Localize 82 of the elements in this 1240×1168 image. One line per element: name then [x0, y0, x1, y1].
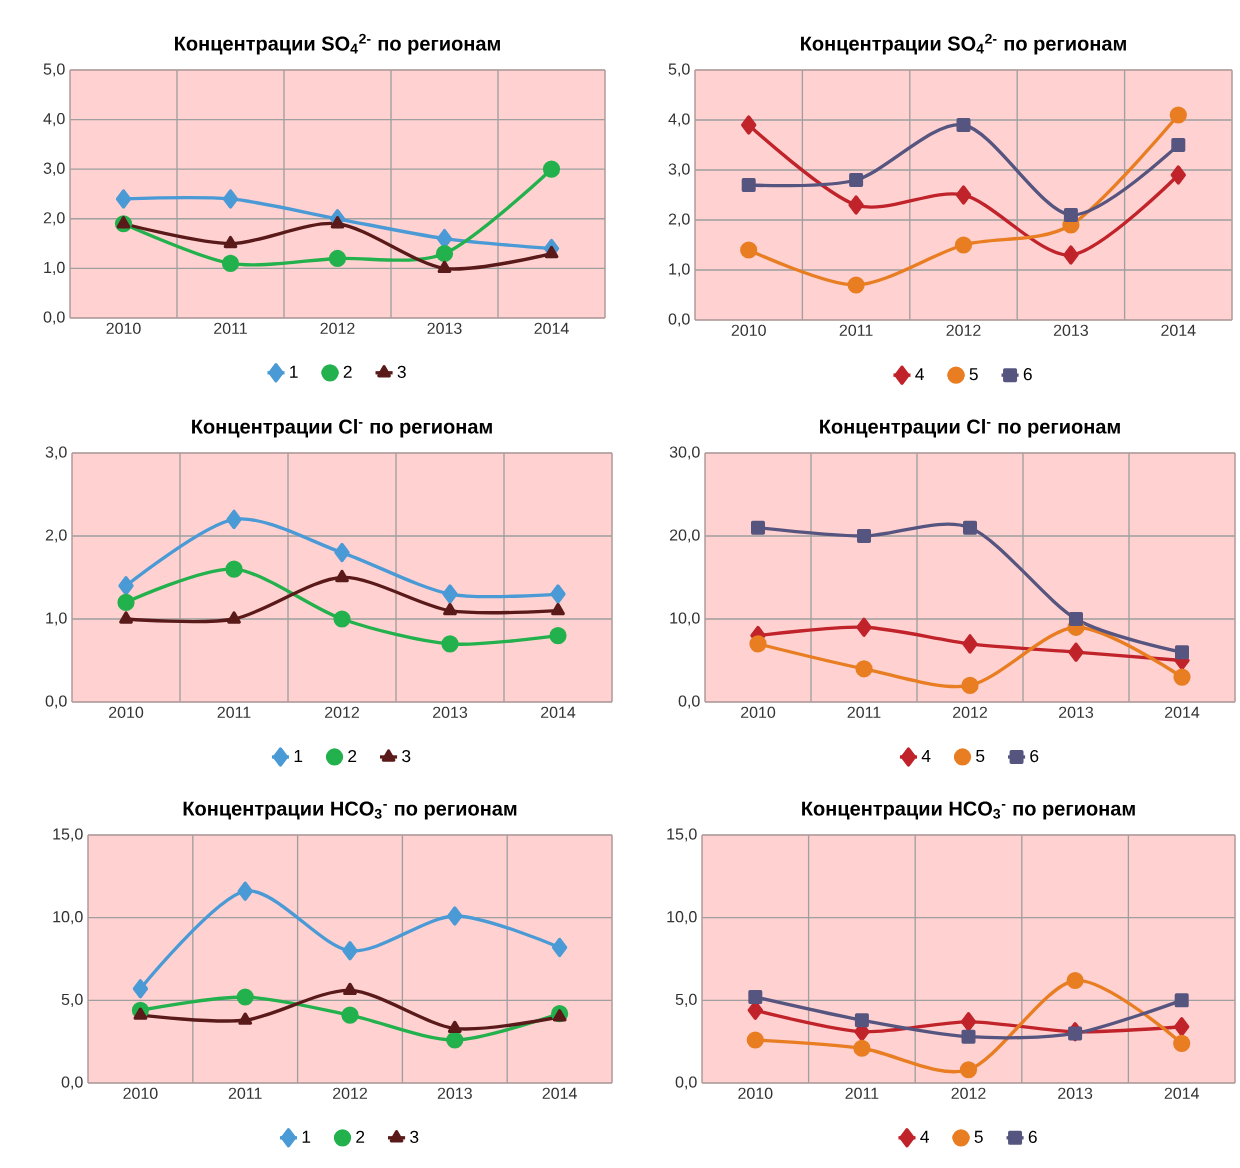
legend-label: 6 [1030, 749, 1039, 763]
y-tick-label: 0,0 [675, 1076, 697, 1090]
legend-label: 1 [294, 750, 303, 762]
legend-label: 3 [410, 1130, 419, 1144]
x-tick-label: 2011 [847, 706, 881, 719]
y-tick-label: 5,0 [43, 63, 65, 77]
y-tick-label: 0,0 [678, 695, 700, 709]
chart-title: Концентрации SO$_{4}$$^{2-}$ по регионам [175, 33, 500, 55]
y-tick-label: 20,0 [669, 529, 700, 543]
y-tick-label: 3,0 [43, 162, 65, 176]
x-tick-label: 2013 [1058, 1087, 1093, 1100]
x-tick-label: 2011 [214, 322, 247, 335]
legend-label: 2 [343, 365, 352, 378]
y-tick-label: 10,0 [670, 612, 700, 626]
legend-label: 4 [921, 750, 931, 762]
legend-label: 3 [402, 749, 411, 763]
chart-title: Концентрации Cl$^{-}$ по регионам [192, 418, 492, 438]
y-tick-label: 2,0 [45, 529, 67, 543]
x-tick-label: 2012 [946, 324, 981, 337]
x-tick-label: 2012 [333, 1087, 367, 1100]
x-tick-label: 2012 [953, 706, 987, 719]
x-tick-label: 2011 [839, 324, 873, 337]
chart-title: Концентрации HCO$_{3}$$^{-}$ по регионам [802, 801, 1135, 820]
legend-label: 5 [974, 1130, 983, 1143]
y-tick-label: 4,0 [43, 112, 65, 127]
y-tick-label: 5,0 [668, 63, 690, 77]
x-tick-label: 2010 [741, 706, 776, 719]
x-tick-label: 2010 [109, 706, 144, 719]
y-tick-label: 0,0 [43, 311, 65, 325]
x-tick-label: 2014 [1161, 324, 1196, 337]
legend-label: 5 [976, 750, 985, 763]
y-tick-label: 2,0 [43, 212, 65, 226]
y-tick-label: 5,0 [61, 993, 83, 1007]
y-tick-label: 0,0 [45, 695, 67, 709]
y-tick-label: 4,0 [668, 113, 690, 127]
x-tick-label: 2013 [433, 706, 468, 719]
legend-label: 6 [1028, 1130, 1037, 1144]
x-tick-label: 2013 [1059, 706, 1094, 719]
x-tick-label: 2010 [731, 324, 766, 337]
y-tick-label: 5,0 [675, 993, 697, 1007]
x-tick-label: 2013 [427, 322, 462, 335]
x-tick-label: 2011 [217, 706, 251, 719]
y-tick-label: 1,0 [46, 612, 67, 626]
chart-title: Концентрации SO$_{4}$$^{2-}$ по регионам [801, 33, 1126, 55]
x-tick-label: 2014 [534, 322, 569, 335]
legend-label: 2 [348, 749, 357, 763]
x-tick-label: 2012 [951, 1087, 986, 1100]
legend-label: 1 [302, 1130, 311, 1143]
x-tick-label: 2011 [845, 1087, 879, 1100]
x-tick-label: 2014 [1165, 706, 1200, 719]
legend-label: 3 [397, 365, 406, 379]
y-tick-label: 1,0 [669, 263, 690, 277]
legend-label: 6 [1023, 368, 1032, 381]
y-tick-label: 1,0 [44, 261, 65, 275]
y-tick-label: 15,0 [53, 828, 83, 842]
legend-label: 4 [920, 1130, 929, 1143]
legend-label: 2 [356, 1130, 365, 1143]
x-tick-label: 2013 [1053, 324, 1088, 337]
y-tick-label: 3,0 [45, 446, 67, 460]
x-tick-label: 2010 [123, 1087, 158, 1100]
y-tick-label: 0,0 [61, 1076, 83, 1090]
legend-label: 5 [969, 368, 978, 381]
x-tick-label: 2010 [738, 1087, 773, 1100]
x-tick-label: 2014 [1164, 1087, 1200, 1100]
x-tick-label: 2012 [320, 322, 355, 335]
x-tick-label: 2012 [325, 706, 359, 719]
y-tick-label: 30,0 [669, 446, 700, 460]
legend-label: 1 [290, 365, 298, 378]
x-tick-label: 2014 [541, 706, 576, 719]
chart-title: Концентрации Cl$^{-}$ по регионам [820, 418, 1120, 438]
y-tick-label: 0,0 [668, 313, 690, 327]
y-tick-label: 10,0 [53, 911, 83, 925]
chart-title: Концентрации HCO$_{3}$$^{-}$ по регионам [183, 801, 517, 820]
y-tick-label: 3,0 [668, 163, 690, 177]
y-tick-label: 2,0 [668, 213, 690, 227]
x-tick-label: 2013 [437, 1087, 472, 1100]
x-tick-label: 2014 [542, 1087, 577, 1100]
y-tick-label: 15,0 [667, 828, 697, 842]
x-tick-label: 2011 [228, 1087, 262, 1100]
y-tick-label: 10,0 [667, 911, 697, 925]
legend-label: 4 [915, 368, 924, 381]
x-tick-label: 2010 [106, 322, 141, 335]
